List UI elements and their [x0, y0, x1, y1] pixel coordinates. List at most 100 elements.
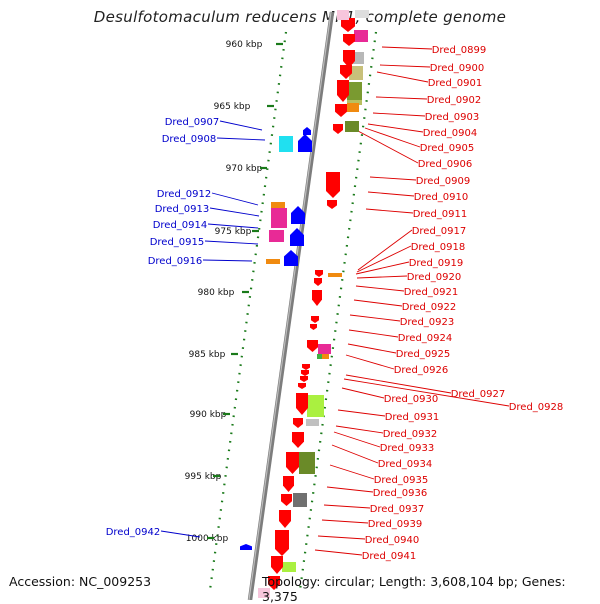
right-gene-label[interactable]: Dred_0928 — [509, 402, 564, 413]
gene-box-pink-2 — [318, 344, 331, 354]
reverse-gene-arrow — [286, 452, 299, 474]
right-connector-line — [347, 343, 397, 354]
left-connector-line — [219, 120, 263, 131]
forward-gene-arrow — [298, 134, 312, 152]
right-connector-line — [326, 486, 374, 493]
accession-label: Accession: NC_009253 — [9, 574, 152, 589]
forward-gene-arrow — [284, 250, 298, 266]
gene-box-orange-3 — [328, 273, 342, 277]
left-gene-label[interactable]: Dred_0916 — [148, 256, 203, 267]
right-connector-line — [356, 275, 408, 279]
right-connector-line — [355, 261, 410, 275]
left-gene-label[interactable]: Dred_0907 — [165, 117, 220, 128]
left-gene-label[interactable]: Dred_0942 — [106, 527, 161, 538]
right-connector-line — [379, 64, 431, 68]
reverse-gene-arrow — [275, 530, 289, 556]
reverse-gene-arrow — [298, 383, 306, 389]
scale-tick-label: 985 kbp — [189, 350, 226, 360]
right-connector-line — [375, 96, 428, 100]
left-gene-label[interactable]: Dred_0915 — [150, 237, 205, 248]
left-gene-label[interactable]: Dred_0914 — [153, 220, 208, 231]
right-gene-label[interactable]: Dred_0904 — [423, 128, 478, 139]
reverse-gene-arrow — [310, 324, 317, 330]
gene-box-faint — [258, 588, 270, 598]
right-connector-line — [355, 285, 405, 292]
gene-box-darkgrey — [293, 493, 307, 507]
right-gene-label[interactable]: Dred_0933 — [380, 443, 435, 454]
right-connector-line — [321, 519, 369, 524]
reverse-gene-arrow — [341, 18, 355, 32]
reverse-gene-arrow — [296, 393, 308, 415]
right-gene-label[interactable]: Dred_0902 — [427, 95, 482, 106]
right-gene-label[interactable]: Dred_0905 — [420, 143, 475, 154]
right-gene-label[interactable]: Dred_0921 — [404, 287, 459, 298]
right-connector-line — [376, 71, 429, 83]
right-gene-label[interactable]: Dred_0936 — [373, 488, 428, 499]
reverse-gene-arrow — [301, 370, 309, 376]
right-gene-label[interactable]: Dred_0922 — [402, 302, 457, 313]
right-gene-label[interactable]: Dred_0939 — [368, 519, 423, 530]
gene-box-olive-d — [299, 452, 315, 474]
right-gene-label[interactable]: Dred_0919 — [409, 258, 464, 269]
gene-labels: Dred_0907 Dred_0908 Dred_0912 Dred_0913 Dred… — [106, 45, 564, 562]
scale-tick-label: 960 kbp — [226, 40, 263, 50]
right-gene-label[interactable]: Dred_0911 — [413, 209, 468, 220]
gene-box-olive-a — [347, 82, 362, 100]
right-connector-line — [353, 299, 403, 307]
right-connector-line — [365, 208, 414, 214]
reverse-gene-arrow — [327, 200, 337, 209]
reverse-gene-arrow — [343, 50, 355, 68]
right-gene-label[interactable]: Dred_0923 — [400, 317, 455, 328]
reverse-gene-arrow — [326, 172, 340, 198]
left-connector-line — [202, 259, 253, 262]
right-gene-label[interactable]: Dred_0930 — [384, 394, 439, 405]
gene-box-faint — [355, 10, 369, 18]
right-gene-label[interactable]: Dred_0940 — [365, 535, 420, 546]
scale-ticks: 960 kbp 965 kbp 970 kbp 975 kbp 980 kbp 985 k… — [185, 40, 283, 544]
right-connector-line — [331, 444, 379, 464]
right-gene-label[interactable]: Dred_0941 — [362, 551, 417, 562]
left-gene-label[interactable]: Dred_0913 — [155, 204, 210, 215]
reverse-gene-arrow — [315, 270, 323, 277]
right-gene-label[interactable]: Dred_0931 — [385, 412, 440, 423]
label-connectors — [160, 46, 510, 556]
right-gene-label[interactable]: Dred_0935 — [374, 475, 429, 486]
right-connector-line — [357, 130, 419, 164]
right-gene-label[interactable]: Dred_0920 — [407, 272, 462, 283]
left-gene-label[interactable]: Dred_0908 — [162, 134, 217, 145]
right-gene-label[interactable]: Dred_0924 — [398, 333, 453, 344]
right-gene-label[interactable]: Dred_0925 — [396, 349, 451, 360]
right-connector-line — [343, 378, 510, 407]
right-connector-line — [314, 549, 363, 556]
forward-gene-arrow — [291, 206, 305, 224]
right-connector-line — [348, 329, 399, 338]
right-gene-label[interactable]: Dred_0909 — [416, 176, 471, 187]
right-connector-line — [367, 191, 415, 197]
right-gene-label[interactable]: Dred_0901 — [428, 78, 483, 89]
left-connector-line — [216, 137, 266, 141]
left-connector-line — [209, 207, 260, 217]
right-connector-line — [356, 245, 412, 273]
right-gene-label[interactable]: Dred_0900 — [430, 63, 485, 74]
right-gene-label[interactable]: Dred_0899 — [432, 45, 487, 56]
right-connector-line — [364, 127, 421, 148]
right-connector-line — [369, 176, 417, 181]
right-gene-label[interactable]: Dred_0932 — [383, 429, 438, 440]
right-gene-label[interactable]: Dred_0926 — [394, 365, 449, 376]
right-gene-label[interactable]: Dred_0906 — [418, 159, 473, 170]
right-gene-label[interactable]: Dred_0918 — [411, 242, 466, 253]
left-gene-label[interactable]: Dred_0912 — [157, 189, 212, 200]
right-gene-label[interactable]: Dred_0917 — [412, 226, 467, 237]
right-gene-label[interactable]: Dred_0934 — [378, 459, 433, 470]
right-gene-label[interactable]: Dred_0910 — [414, 192, 469, 203]
left-connector-line — [160, 530, 201, 538]
scale-tick-label: 965 kbp — [214, 102, 251, 112]
right-gene-label[interactable]: Dred_0927 — [451, 389, 506, 400]
reverse-gene-arrow — [271, 556, 283, 574]
genome-backbone-highlight — [248, 11, 332, 600]
right-gene-label[interactable]: Dred_0937 — [370, 504, 425, 515]
gene-box-green-2 — [317, 354, 323, 359]
right-gene-label[interactable]: Dred_0903 — [425, 112, 480, 123]
reverse-gene-arrow — [281, 494, 292, 506]
